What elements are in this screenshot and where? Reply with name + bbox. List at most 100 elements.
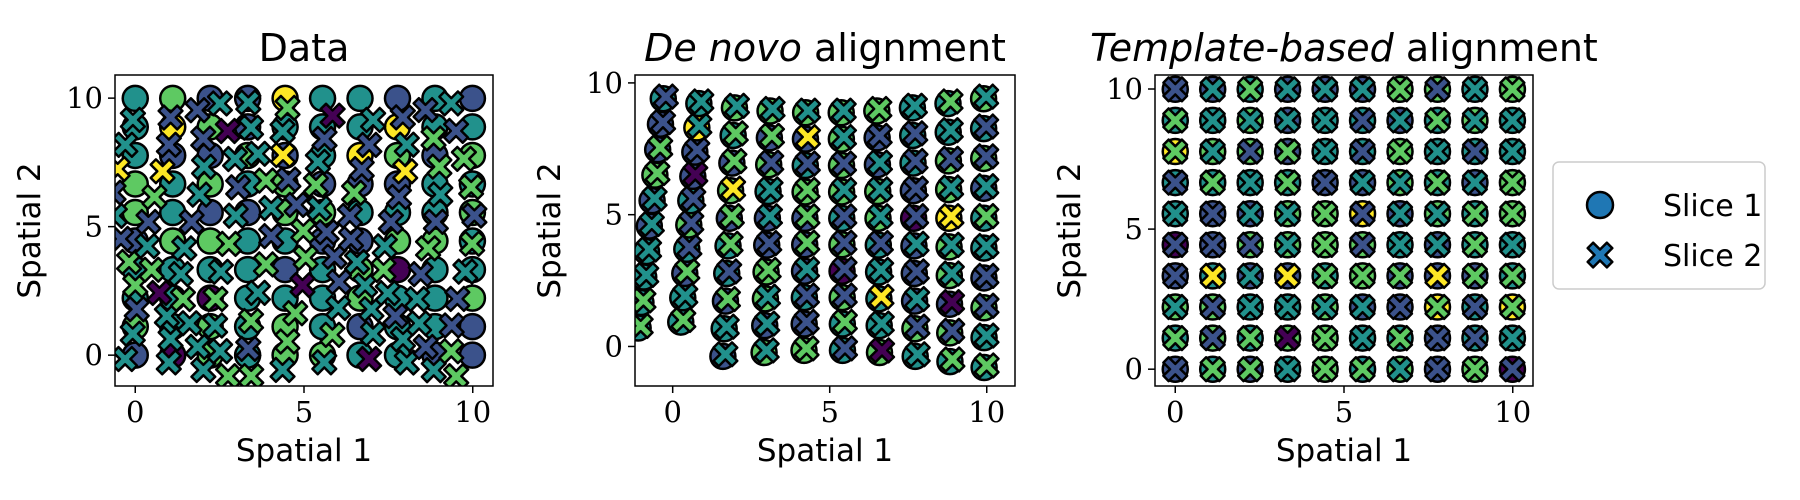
point-slice-2: [1349, 138, 1376, 165]
legend: Slice 1 Slice 2: [1552, 161, 1766, 290]
y-tick-label: 5: [605, 198, 623, 232]
point-slice-2: [1274, 262, 1301, 290]
point-slice-2: [374, 279, 401, 307]
point-slice-2: [442, 117, 470, 144]
point-slice-2: [938, 231, 965, 258]
point-slice-2: [1386, 138, 1414, 165]
point-slice-2: [214, 117, 241, 145]
point-slice-2: [1274, 356, 1301, 383]
point-slice-2: [222, 202, 249, 229]
y-tick-label: 10: [1106, 72, 1143, 106]
point-slice-2: [1199, 356, 1226, 383]
point-slice-2: [678, 209, 705, 236]
point-slice-2: [149, 158, 176, 185]
point-slice-2: [244, 140, 272, 167]
point-slice-2: [904, 341, 931, 368]
point-slice-2: [831, 308, 858, 336]
point-slice-2: [1199, 138, 1226, 165]
point-slice-2: [115, 131, 139, 158]
point-slice-2: [244, 279, 272, 306]
point-slice-2: [830, 150, 858, 177]
point-slice-2: [830, 97, 857, 124]
point-slice-2: [972, 83, 1000, 110]
point-slice-2: [1461, 262, 1489, 290]
point-slice-2: [405, 310, 433, 337]
panel-data: 0 5 10 0 5 10 Data Spatial 1 Spatial 2: [12, 26, 494, 469]
point-slice-2: [319, 102, 346, 129]
point-slice-2: [635, 287, 657, 314]
point-slice-2: [304, 148, 332, 176]
point-slice-2: [348, 155, 375, 183]
point-slice-2: [306, 195, 333, 222]
point-slice-2: [422, 208, 449, 235]
y-tick-label: 10: [586, 66, 623, 100]
point-slice-2: [682, 161, 709, 188]
point-slice-2: [371, 233, 398, 260]
point-slice-2: [973, 352, 1000, 379]
point-slice-2: [352, 272, 379, 299]
point-slice-2: [311, 125, 338, 153]
point-slice-2: [1499, 107, 1526, 134]
point-slice-2: [313, 219, 340, 246]
point-slice-2: [903, 230, 930, 257]
point-slice-2: [115, 345, 139, 373]
point-slice-2: [202, 285, 229, 313]
point-slice-2: [649, 108, 677, 136]
point-slice-2: [904, 313, 931, 340]
point-slice-2: [1349, 76, 1376, 103]
plot-area: [635, 83, 1000, 382]
point-slice-2: [1274, 231, 1301, 258]
point-slice-2: [831, 255, 858, 283]
point-slice-2: [325, 268, 353, 296]
point-slice-2: [758, 149, 785, 176]
point-slice-2: [269, 356, 296, 384]
panel-de-novo-alignment: 0 5 10 0 5 10 De novo alignment Spatial 1 Spatia…: [532, 26, 1016, 469]
y-axis-label: Spatial 2: [1052, 162, 1088, 298]
point-slice-2: [757, 176, 784, 203]
point-slice-2: [1237, 231, 1264, 258]
y-tick-label: 5: [85, 210, 103, 244]
point-slice-2: [867, 229, 894, 257]
point-slice-2: [115, 179, 127, 206]
point-slice-2: [1424, 107, 1451, 134]
point-slice-2: [1311, 293, 1339, 321]
point-slice-2: [155, 131, 183, 158]
point-slice-2: [1349, 262, 1376, 290]
point-slice-2: [1499, 356, 1526, 383]
point-slice-2: [758, 122, 786, 149]
x-tick-label: 0: [1166, 395, 1184, 429]
x-tick-label: 5: [820, 395, 838, 429]
point-slice-2: [903, 203, 930, 230]
point-slice-2: [438, 338, 465, 365]
point-slice-2: [937, 117, 964, 144]
point-slice-2: [404, 285, 431, 313]
point-slice-2: [793, 335, 820, 362]
point-slice-2: [1199, 169, 1226, 196]
point-slice-2: [717, 230, 744, 257]
point-slice-1: [458, 84, 487, 113]
legend-label: Slice 1: [1663, 189, 1762, 224]
point-slice-2: [1274, 76, 1301, 103]
point-slice-2: [292, 244, 319, 271]
point-slice-2: [427, 181, 454, 208]
point-slice-2: [167, 260, 194, 288]
legend-marker-slice-1: [1585, 190, 1615, 220]
point-slice-2: [157, 325, 184, 353]
point-slice-2: [115, 248, 143, 276]
point-slice-2: [426, 153, 453, 180]
y-axis-label: Spatial 2: [532, 162, 568, 298]
point-slice-2: [178, 208, 205, 235]
point-slice-2: [756, 203, 784, 230]
point-slice-2: [938, 289, 966, 316]
point-slice-2: [1499, 169, 1526, 196]
point-slice-2: [1199, 293, 1226, 321]
point-slice-2: [1424, 356, 1451, 383]
point-slice-2: [1349, 231, 1376, 258]
point-slice-2: [412, 96, 439, 124]
point-slice-2: [1386, 262, 1414, 290]
point-slice-2: [755, 256, 782, 284]
point-slice-2: [1237, 200, 1264, 227]
point-slice-2: [412, 333, 439, 361]
point-slice-2: [190, 153, 218, 180]
